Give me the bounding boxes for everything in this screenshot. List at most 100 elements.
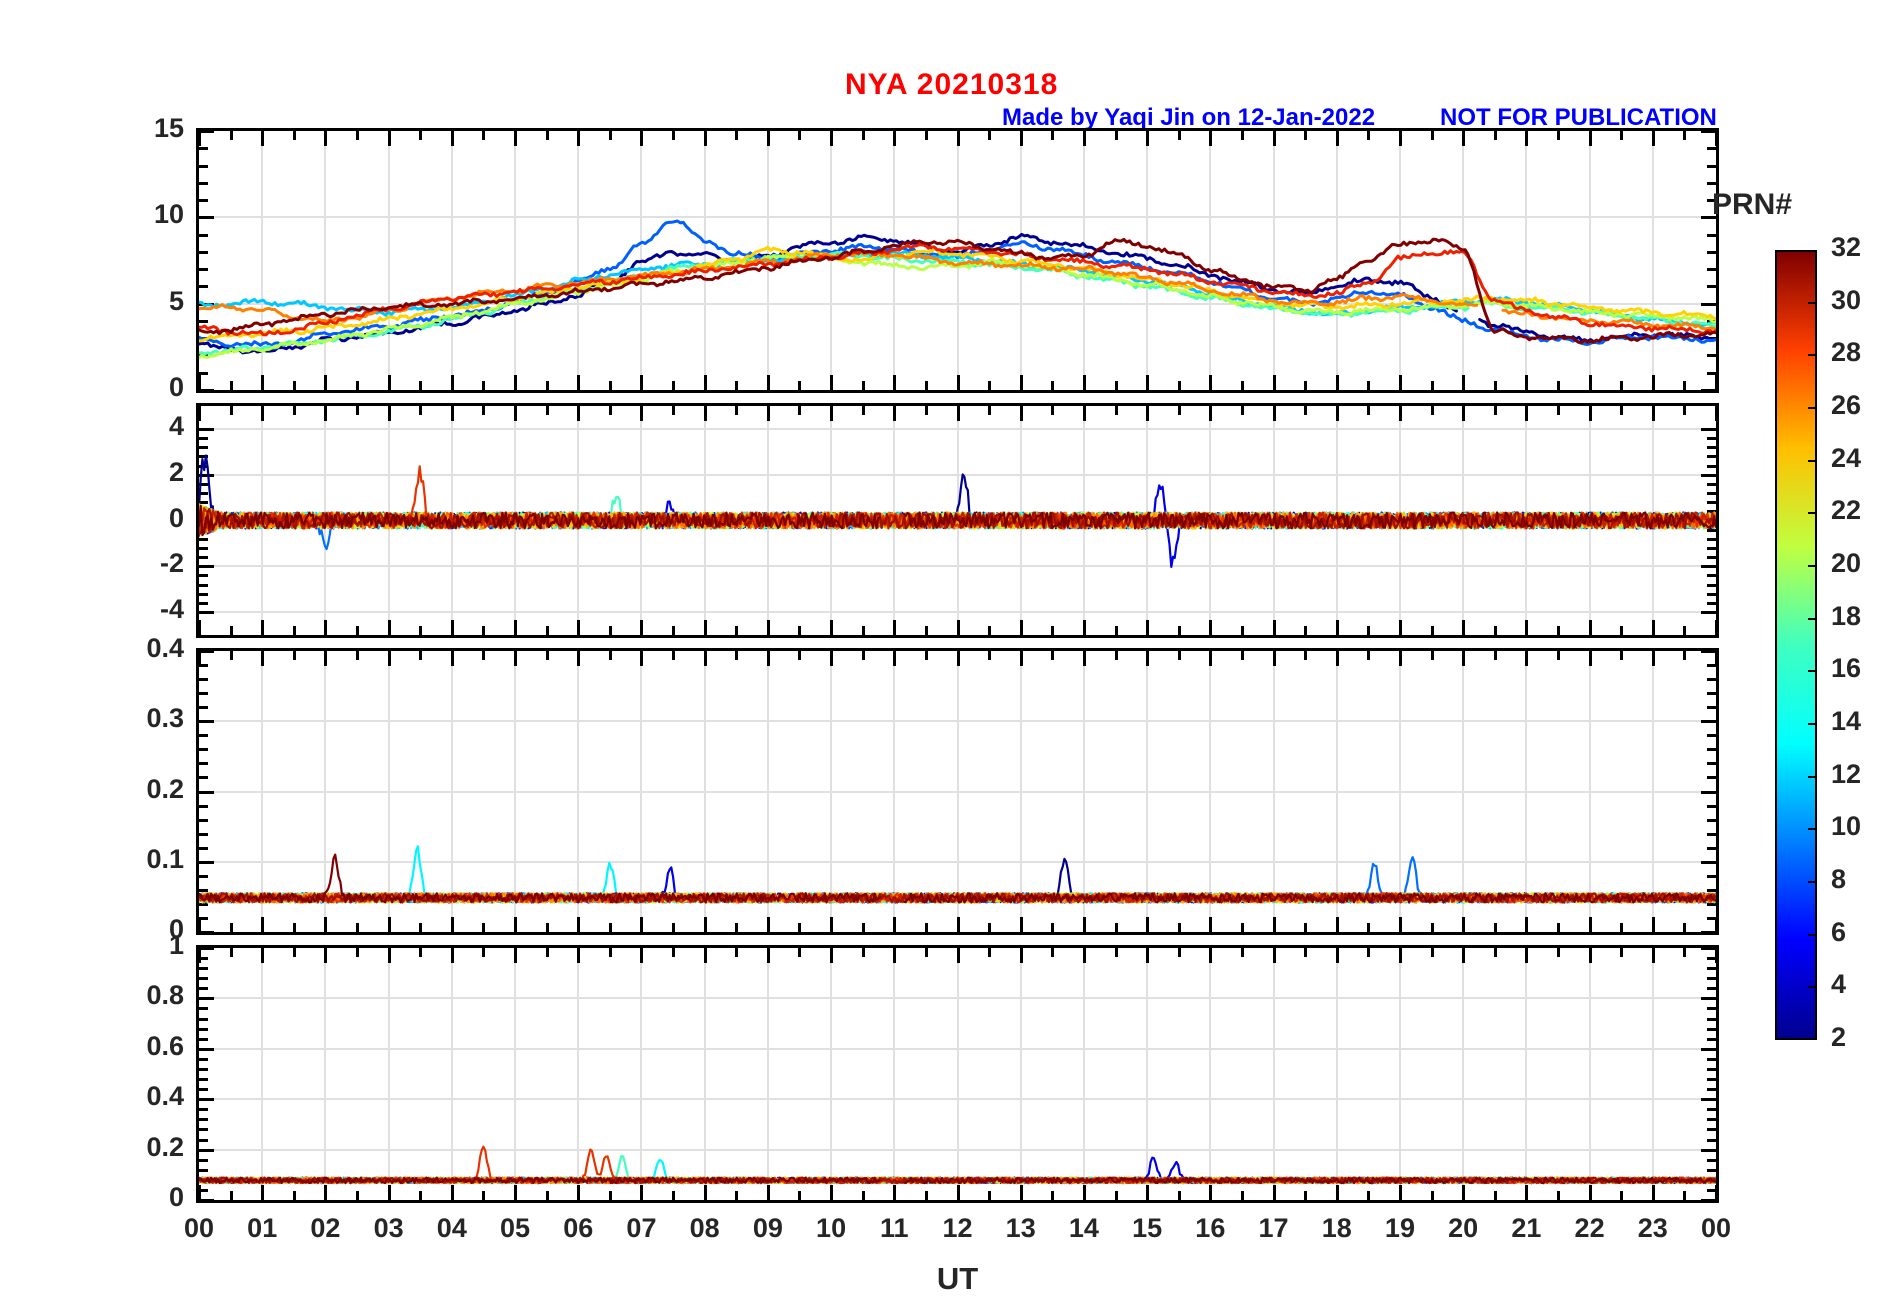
x-tick <box>703 131 707 146</box>
x-tick-minor <box>545 406 549 415</box>
x-tick-label: 16 <box>1195 1213 1226 1243</box>
x-tick-minor <box>1367 381 1371 390</box>
panel-sigma-phi <box>196 945 1719 1203</box>
x-tick <box>830 375 834 390</box>
credit-text: Made by Yaqi Jin on 12-Jan-2022 <box>1002 104 1376 131</box>
x-tick <box>1588 917 1592 932</box>
x-tick <box>1588 620 1592 635</box>
y-tick-minor <box>1707 706 1716 710</box>
gridline-vertical <box>1651 131 1654 390</box>
x-tick-minor <box>1051 381 1055 390</box>
x-tick-label: 04 <box>436 1213 467 1243</box>
x-tick-minor <box>735 1191 739 1200</box>
y-tick-minor <box>199 1078 208 1082</box>
y-tick <box>199 389 214 390</box>
y-tick-minor <box>1707 583 1716 587</box>
x-tick-minor <box>1683 626 1687 635</box>
x-tick <box>956 375 960 390</box>
x-tick-minor <box>608 948 612 957</box>
x-tick-minor <box>482 923 486 932</box>
x-tick-minor <box>482 651 486 660</box>
x-tick-minor <box>1304 651 1308 660</box>
x-tick-minor <box>1430 948 1434 957</box>
x-tick <box>1082 1185 1086 1200</box>
x-tick-minor <box>545 131 549 140</box>
x-tick <box>1146 1185 1150 1200</box>
x-tick-minor <box>1430 651 1434 660</box>
y-tick <box>1701 565 1716 569</box>
panel-s4 <box>196 648 1719 935</box>
x-tick <box>1525 620 1529 635</box>
x-tick-label: 20 <box>1448 1213 1479 1243</box>
y-tick-minor <box>1707 250 1716 254</box>
x-tick <box>1715 620 1716 635</box>
x-tick-minor <box>1620 651 1624 660</box>
x-tick-label: 07 <box>626 1213 657 1243</box>
colorbar-tick-label: 4 <box>1831 969 1847 1000</box>
x-tick <box>261 948 265 963</box>
y-tick-minor <box>1707 1027 1716 1031</box>
x-tick <box>640 131 644 146</box>
y-tick-minor <box>199 574 208 578</box>
x-tick-minor <box>1367 923 1371 932</box>
x-tick <box>450 375 454 390</box>
y-tick-minor <box>199 268 208 272</box>
x-tick <box>1335 1185 1339 1200</box>
x-tick <box>1651 948 1655 963</box>
x-tick-minor <box>419 381 423 390</box>
y-tick-minor <box>199 181 208 185</box>
y-tick-minor <box>199 1158 208 1162</box>
x-tick <box>1588 948 1592 963</box>
x-tick-minor <box>1114 381 1118 390</box>
gridline-vertical <box>1651 948 1654 1200</box>
x-tick <box>1525 917 1529 932</box>
y-tick-label: -4 <box>159 594 184 625</box>
x-tick <box>1019 651 1023 666</box>
x-tick <box>830 1185 834 1200</box>
y-tick-minor <box>1707 977 1716 981</box>
gridline-vertical <box>1462 948 1465 1200</box>
x-tick <box>1398 620 1402 635</box>
x-tick <box>577 948 581 963</box>
gridline-horizontal <box>199 216 1716 219</box>
data-series <box>199 254 1716 360</box>
y-tick <box>199 1148 214 1152</box>
y-tick-minor <box>1707 537 1716 541</box>
gridline-vertical <box>1525 131 1528 390</box>
x-tick <box>261 1185 265 1200</box>
x-tick-minor <box>1367 651 1371 660</box>
gridline-horizontal <box>199 565 1716 568</box>
x-tick-minor <box>229 406 233 415</box>
x-tick <box>1462 406 1466 421</box>
x-tick <box>1588 131 1592 146</box>
x-tick-minor <box>1430 626 1434 635</box>
x-tick <box>387 131 391 146</box>
y-tick <box>1701 611 1716 615</box>
x-tick-label: 06 <box>563 1213 594 1243</box>
x-tick-minor <box>1114 131 1118 140</box>
x-tick <box>199 131 201 146</box>
x-tick-minor <box>1367 948 1371 957</box>
y-tick-minor <box>199 446 208 450</box>
y-tick-minor <box>1707 762 1716 766</box>
y-tick-minor <box>1707 546 1716 550</box>
gridline-vertical <box>261 131 264 390</box>
x-tick <box>577 131 581 146</box>
colorbar-tick <box>1808 301 1816 304</box>
x-tick-minor <box>735 626 739 635</box>
y-tick-minor <box>199 371 208 375</box>
x-tick <box>703 948 707 963</box>
series-layer-sigma_phi <box>199 1145 1716 1185</box>
x-tick-minor <box>608 381 612 390</box>
x-tick-minor <box>1240 651 1244 660</box>
x-tick <box>766 375 770 390</box>
gridline-vertical <box>1272 948 1275 1200</box>
gridline-horizontal <box>199 302 1716 305</box>
y-tick-minor <box>199 455 208 459</box>
x-tick <box>1082 917 1086 932</box>
y-tick-minor <box>1707 482 1716 486</box>
x-tick-minor <box>1114 948 1118 957</box>
y-tick-label: 0.1 <box>146 843 184 874</box>
y-tick-label: 0.4 <box>146 633 184 663</box>
data-series <box>199 237 1716 344</box>
